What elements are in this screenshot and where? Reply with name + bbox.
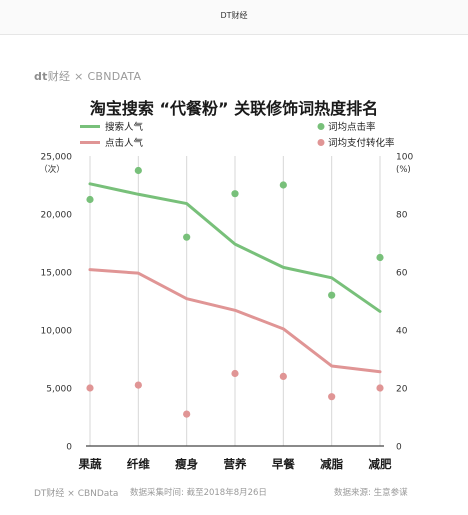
brand-dt: dt xyxy=(34,70,48,83)
right-tick-label: 0 xyxy=(396,443,402,453)
series-2-point-2 xyxy=(183,233,191,241)
left-tick-label: 25,000 xyxy=(41,153,73,163)
footer: DT财经 × CBNData 数据采集时间: 截至2018年8月26日 数据来源… xyxy=(0,480,468,506)
series-3-point-3 xyxy=(231,369,239,378)
category-label-2: 瘦身 xyxy=(175,457,198,471)
window-title-bar: DT财经 xyxy=(0,0,468,35)
legend-swatch-2 xyxy=(317,123,325,130)
category-label-6: 减肥 xyxy=(369,457,392,471)
left-tick-label: 20,000 xyxy=(41,211,73,221)
category-label-5: 减脂 xyxy=(320,457,343,471)
left-tick-label: 5,000 xyxy=(46,385,72,395)
series-3-point-4 xyxy=(279,372,287,380)
series-2-point-4 xyxy=(279,181,287,189)
right-tick-label: 80 xyxy=(396,211,408,221)
right-tick-label: 60 xyxy=(396,269,408,279)
chart-title: 淘宝搜索 “代餐粉” 关联修饰词热度排名 xyxy=(89,99,379,118)
category-label-1: 纤维 xyxy=(127,457,150,471)
series-2-point-1 xyxy=(134,166,142,175)
footer-sampled-date: 数据采集时间: 截至2018年8月26日 xyxy=(130,488,267,498)
series-3-point-5 xyxy=(328,393,336,401)
series-3-point-0 xyxy=(86,384,94,392)
brand-logo: dt财经 × CBNDATA xyxy=(34,68,141,84)
right-axis-unit: (%) xyxy=(396,165,411,175)
footer-source: 数据来源: 生意参谋 xyxy=(334,488,408,498)
legend-label-3: 词均支付转化率 xyxy=(328,137,395,149)
series-2-point-5 xyxy=(328,291,336,299)
category-label-3: 营养 xyxy=(224,457,247,471)
series-2-point-3 xyxy=(231,190,239,198)
series-line-0 xyxy=(88,182,382,313)
footer-brand: DT财经 × CBNData xyxy=(34,489,119,499)
left-tick-label: 10,000 xyxy=(41,327,73,337)
left-tick-label: 15,000 xyxy=(41,269,73,279)
legend-label-0: 搜索人气 xyxy=(105,121,144,133)
legend-swatch-3 xyxy=(317,139,325,146)
category-label-4: 早餐 xyxy=(272,457,295,471)
series-line-1 xyxy=(88,268,382,374)
legend-label-1: 点击人气 xyxy=(105,137,144,149)
right-tick-label: 100 xyxy=(396,153,413,163)
category-label-0: 果蔬 xyxy=(78,457,102,471)
series-3-point-2 xyxy=(183,410,191,418)
left-axis-unit: （次） xyxy=(39,164,65,175)
legend-label-2: 词均点击率 xyxy=(328,121,376,133)
series-3-point-6 xyxy=(376,384,384,392)
left-tick-label: 0 xyxy=(66,443,72,453)
series-3-point-1 xyxy=(134,381,142,389)
window-title: DT财经 xyxy=(220,11,248,20)
right-tick-label: 40 xyxy=(396,327,408,337)
series-2-point-6 xyxy=(376,253,384,262)
right-tick-label: 20 xyxy=(396,385,408,395)
brand-text: 财经 × CBNDATA xyxy=(47,70,142,83)
series-2-point-0 xyxy=(86,195,94,204)
